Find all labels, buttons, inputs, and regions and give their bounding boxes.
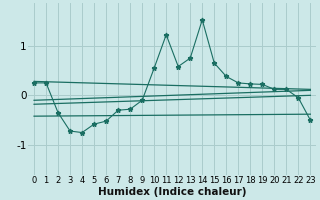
X-axis label: Humidex (Indice chaleur): Humidex (Indice chaleur): [98, 187, 246, 197]
